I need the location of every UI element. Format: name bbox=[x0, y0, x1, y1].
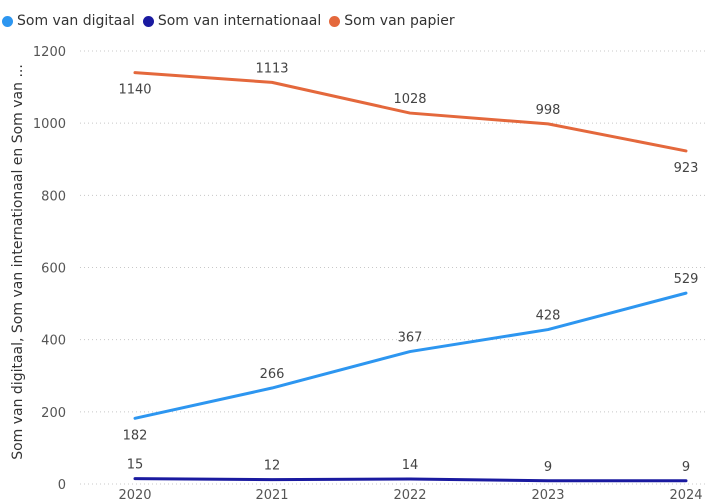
data-label-som-van-digitaal-2020: 182 bbox=[123, 428, 148, 443]
x-tick-label-2021: 2021 bbox=[255, 488, 288, 501]
legend-item-digitaal[interactable]: Som van digitaal bbox=[2, 13, 135, 29]
data-label-som-van-internationaal-2022: 14 bbox=[402, 458, 419, 473]
y-tick-label-400: 400 bbox=[41, 334, 66, 349]
data-label-som-van-papier-2023: 998 bbox=[536, 103, 561, 118]
data-label-som-van-digitaal-2021: 266 bbox=[260, 367, 285, 382]
legend-label-internationaal: Som van internationaal bbox=[157, 13, 322, 29]
y-tick-label-600: 600 bbox=[41, 262, 66, 277]
legend-item-papier[interactable]: Som van papier bbox=[329, 13, 455, 29]
y-tick-label-1000: 1000 bbox=[33, 117, 66, 132]
x-tick-label-2020: 2020 bbox=[118, 488, 151, 501]
x-tick-label-2023: 2023 bbox=[531, 488, 564, 501]
data-label-som-van-papier-2021: 1113 bbox=[255, 61, 288, 76]
legend: Som van digitaal Som van internationaal … bbox=[2, 9, 463, 33]
x-tick-label-2022: 2022 bbox=[393, 488, 426, 501]
series-line-som-van-internationaal bbox=[133, 477, 688, 483]
y-tick-label-800: 800 bbox=[41, 189, 66, 204]
series-line-som-van-papier bbox=[133, 71, 688, 153]
legend-dot-papier bbox=[329, 15, 341, 27]
series-line-som-van-digitaal bbox=[133, 291, 688, 420]
data-label-som-van-digitaal-2023: 428 bbox=[536, 309, 561, 324]
legend-dot-internationaal bbox=[142, 15, 154, 27]
data-label-som-van-internationaal-2021: 12 bbox=[264, 459, 281, 474]
data-label-som-van-digitaal-2024: 529 bbox=[674, 272, 699, 287]
y-tick-label-200: 200 bbox=[41, 406, 66, 421]
data-label-som-van-papier-2022: 1028 bbox=[393, 92, 426, 107]
data-label-som-van-internationaal-2024: 9 bbox=[682, 460, 690, 475]
legend-item-internationaal[interactable]: Som van internationaal bbox=[142, 13, 322, 29]
data-label-som-van-papier-2020: 1140 bbox=[118, 83, 151, 98]
legend-label-papier: Som van papier bbox=[344, 13, 455, 29]
data-label-som-van-papier-2024: 923 bbox=[674, 161, 699, 176]
data-label-som-van-digitaal-2022: 367 bbox=[398, 331, 423, 346]
data-label-som-van-internationaal-2023: 9 bbox=[544, 460, 552, 475]
data-label-som-van-internationaal-2020: 15 bbox=[127, 458, 144, 473]
legend-label-digitaal: Som van digitaal bbox=[17, 13, 135, 29]
x-tick-label-2024: 2024 bbox=[669, 488, 702, 501]
y-tick-label-0: 0 bbox=[58, 478, 66, 493]
y-tick-label-1200: 1200 bbox=[33, 45, 66, 60]
legend-dot-digitaal bbox=[2, 15, 13, 27]
